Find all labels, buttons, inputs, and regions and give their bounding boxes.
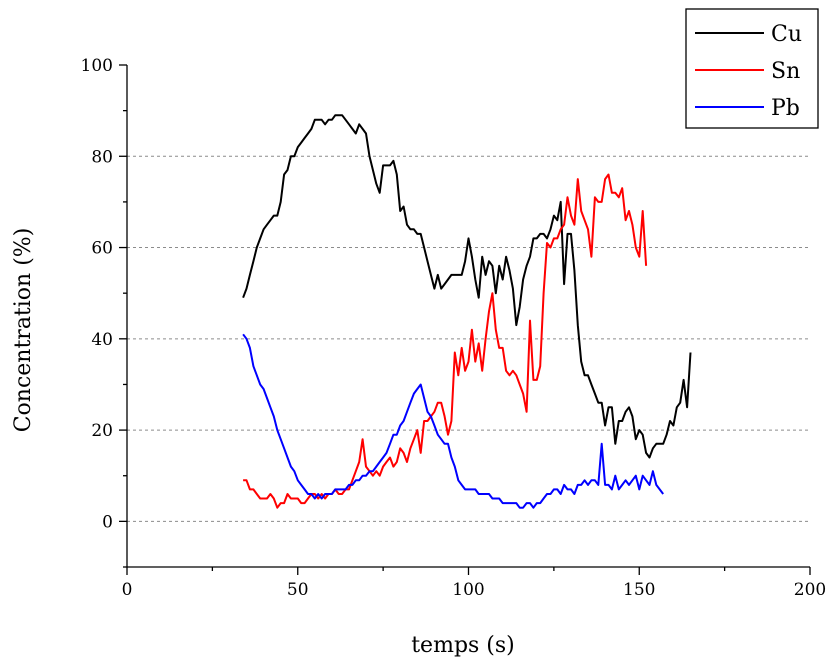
legend-label-pb: Pb	[771, 96, 800, 121]
legend-label-cu: Cu	[771, 22, 802, 47]
axes	[126, 65, 810, 568]
x-tick-label-50: 50	[287, 580, 309, 600]
y-tick-label-100: 100	[81, 56, 113, 76]
series-line-cu	[242, 114, 692, 459]
legend-box	[685, 8, 819, 129]
series-line-pb	[242, 333, 664, 509]
legend-label-sn: Sn	[771, 59, 800, 84]
x-tick-label-0: 0	[122, 580, 133, 600]
legend: Cu Sn Pb	[685, 8, 819, 129]
data-series	[242, 114, 692, 509]
y-axis-ticks: 0 20 40 60 80 100	[81, 56, 127, 568]
y-axis-title: Concentration (%)	[11, 228, 36, 433]
x-axis-ticks: 0 50 100 150 200	[122, 567, 826, 600]
grid-lines	[127, 155, 810, 522]
x-axis-title: temps (s)	[411, 633, 515, 658]
y-tick-label-80: 80	[91, 147, 113, 167]
y-tick-label-20: 20	[91, 421, 113, 441]
x-tick-label-150: 150	[623, 580, 655, 600]
y-tick-label-40: 40	[91, 330, 113, 350]
x-tick-label-100: 100	[452, 580, 484, 600]
series-line-sn	[243, 173, 648, 509]
x-tick-label-200: 200	[794, 580, 826, 600]
y-tick-label-60: 60	[91, 239, 113, 259]
y-tick-label-0: 0	[102, 512, 113, 532]
